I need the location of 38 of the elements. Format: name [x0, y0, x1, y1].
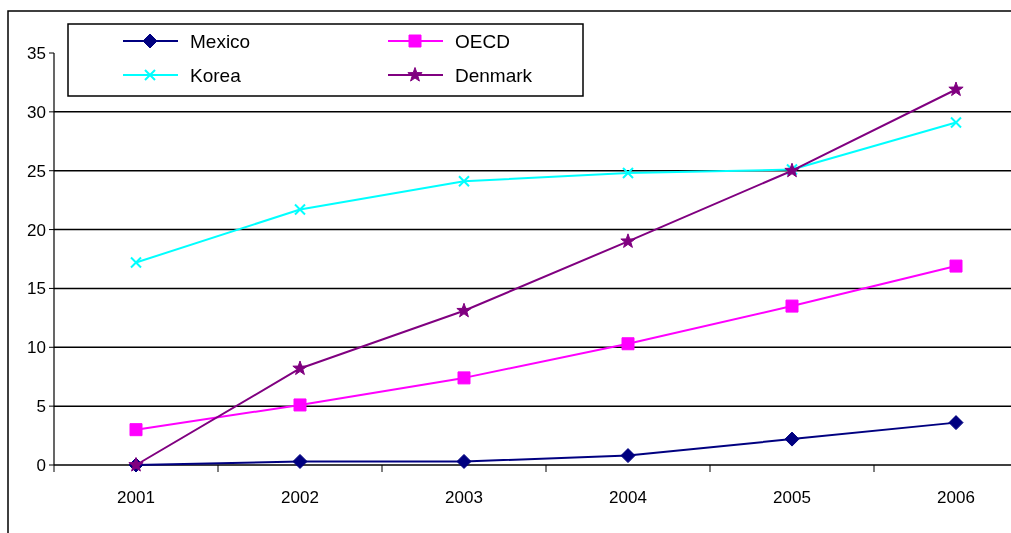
point — [294, 203, 306, 216]
point — [622, 167, 634, 180]
x-tick-label: 2006 — [937, 488, 975, 507]
point — [948, 415, 964, 431]
y-tick-label: 15 — [27, 279, 46, 299]
point — [620, 448, 636, 464]
x-tick-label: 2004 — [609, 488, 647, 507]
point — [950, 116, 962, 129]
y-tick-label: 25 — [27, 161, 46, 181]
point — [456, 302, 472, 318]
y-tick-label: 5 — [36, 397, 46, 417]
x-tick-label: 2001 — [117, 488, 155, 507]
y-tick-label: 10 — [27, 338, 46, 358]
point — [621, 337, 635, 351]
point — [130, 256, 142, 269]
x-tick-label: 2002 — [281, 488, 319, 507]
point — [458, 175, 470, 188]
x-tick-label: 2005 — [773, 488, 811, 507]
point — [457, 371, 471, 385]
y-tick-label: 20 — [27, 220, 46, 240]
point — [293, 398, 307, 412]
legend-label: Denmark — [455, 64, 533, 86]
y-tick-label: 35 — [27, 43, 46, 63]
point — [949, 259, 963, 273]
point — [785, 299, 799, 313]
point — [129, 423, 143, 437]
point — [456, 453, 472, 469]
y-tick-label: 0 — [36, 455, 46, 475]
x-tick-label: 2003 — [445, 488, 483, 507]
y-tick-label: 30 — [27, 102, 46, 122]
point — [292, 453, 308, 469]
legend-label: OECD — [455, 30, 510, 52]
point — [292, 360, 308, 376]
point — [620, 233, 636, 248]
legend-label: Mexico — [190, 30, 251, 52]
point — [948, 81, 964, 97]
point — [784, 431, 800, 447]
legend-label: Korea — [190, 64, 242, 86]
